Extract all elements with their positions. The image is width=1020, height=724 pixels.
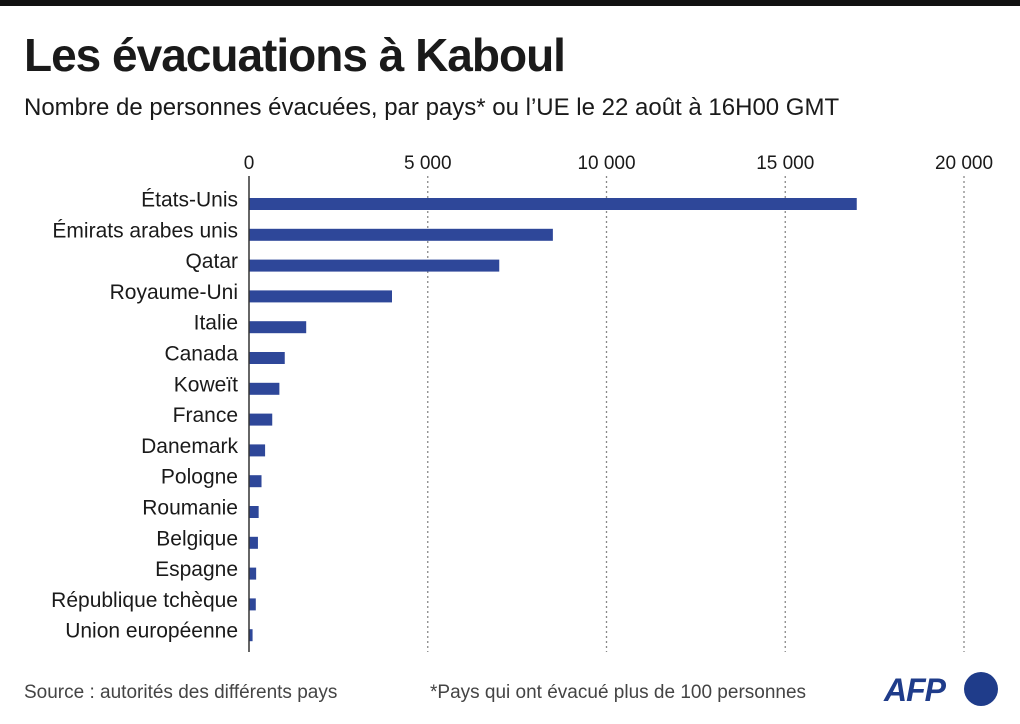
bar-koweit xyxy=(249,382,280,395)
bar-union-europeenne xyxy=(249,629,253,642)
category-label-canada: Canada xyxy=(164,343,238,366)
bar-belgique xyxy=(249,536,258,549)
bar-italie xyxy=(249,321,307,334)
bar-france xyxy=(249,413,273,426)
category-label-qatar: Qatar xyxy=(185,250,238,273)
bar-pologne xyxy=(249,475,262,488)
x-tick-label-2: 10 000 xyxy=(577,153,635,174)
source-note: Source : autorités des différents pays xyxy=(24,682,338,703)
bar-emirats-arabes-unis xyxy=(249,228,553,241)
afp-logo-dot-icon xyxy=(964,672,998,706)
bar-chart: 0 5 000 10 000 15 000 20 000 États-Unis Émira… xyxy=(51,153,993,652)
x-tick-label-4: 20 000 xyxy=(935,153,993,174)
bar-roumanie xyxy=(249,506,259,518)
category-label-pologne: Pologne xyxy=(161,466,238,489)
top-rule xyxy=(0,0,1020,6)
category-label-danemark: Danemark xyxy=(141,435,238,458)
category-label-belgique: Belgique xyxy=(156,527,238,550)
bars xyxy=(249,198,857,642)
category-label-etats-unis: États-Unis xyxy=(141,189,238,212)
footnote: *Pays qui ont évacué plus de 100 personn… xyxy=(430,682,807,703)
bar-etats-unis xyxy=(249,198,857,210)
chart-subtitle: Nombre de personnes évacuées, par pays* … xyxy=(24,94,840,121)
x-tick-label-1: 5 000 xyxy=(404,153,452,174)
bar-canada xyxy=(249,352,285,364)
x-tick-labels: 0 5 000 10 000 15 000 20 000 xyxy=(244,153,993,174)
category-label-royaume-uni: Royaume-Uni xyxy=(110,281,238,304)
bar-espagne xyxy=(249,567,257,580)
category-labels: États-Unis Émirats arabes unis Qatar Royaum… xyxy=(51,189,238,643)
category-label-republique-tcheque: République tchèque xyxy=(51,589,238,612)
category-label-france: France xyxy=(173,404,238,427)
category-label-emirats-arabes-unis: Émirats arabes unis xyxy=(52,219,238,242)
bar-republique-tcheque xyxy=(249,598,256,611)
chart-title: Les évacuations à Kaboul xyxy=(24,29,566,81)
category-label-union-europeenne: Union européenne xyxy=(65,620,238,643)
afp-logo: AFP xyxy=(884,670,1000,710)
x-tick-label-3: 15 000 xyxy=(756,153,814,174)
category-label-italie: Italie xyxy=(194,312,238,335)
bar-qatar xyxy=(249,259,500,272)
category-label-roumanie: Roumanie xyxy=(142,497,238,520)
category-label-espagne: Espagne xyxy=(155,558,238,581)
grid-layer xyxy=(427,176,965,652)
bar-royaume-uni xyxy=(249,290,392,303)
afp-logo-text: AFP xyxy=(884,672,946,708)
x-tick-label-0: 0 xyxy=(244,153,255,174)
category-label-koweit: Koweït xyxy=(174,373,238,396)
bar-danemark xyxy=(249,444,266,457)
